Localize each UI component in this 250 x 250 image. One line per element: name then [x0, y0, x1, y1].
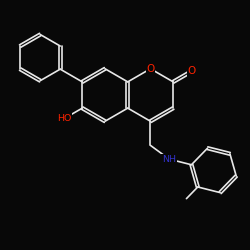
Text: NH: NH — [162, 155, 176, 164]
Text: O: O — [188, 66, 196, 76]
Text: O: O — [146, 64, 154, 74]
Text: HO: HO — [57, 114, 72, 123]
